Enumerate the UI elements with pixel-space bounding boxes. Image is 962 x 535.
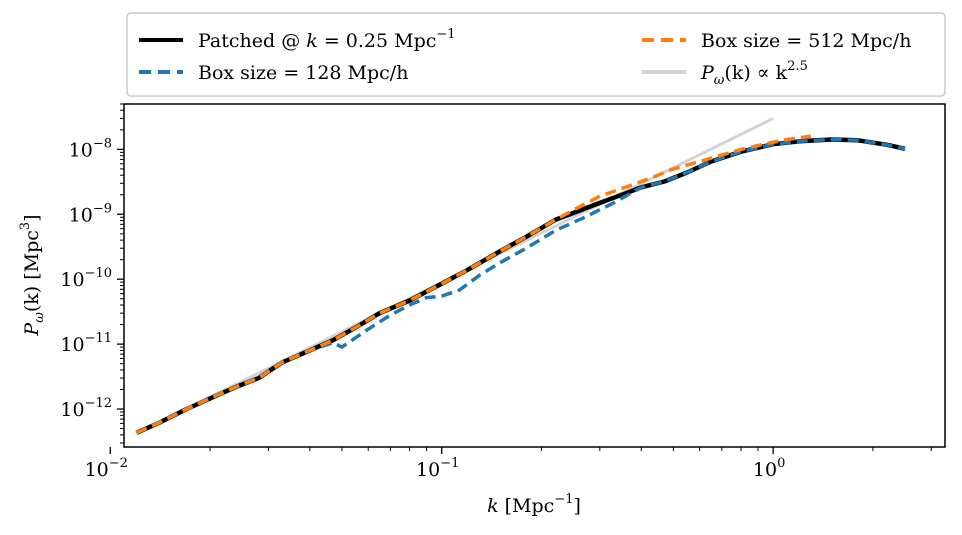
legend-label-box512: Box size = 512 Mpc/h: [701, 30, 911, 52]
legend-label-patched: Patched @ k = 0.25 Mpc−1: [198, 27, 456, 52]
x-tick-label: 100: [753, 456, 785, 481]
series-line-patched: [135, 137, 906, 435]
legend-frame: [126, 12, 946, 97]
axes-frame: [123, 103, 946, 448]
x-tick-label: 10−1: [416, 456, 459, 481]
y-tick-label: 10−11: [60, 331, 112, 356]
series-line-box512: [135, 134, 812, 435]
y-axis-label: Pω(k) [Mpc3]: [18, 214, 47, 336]
legend-label-powerlaw: Pω(k) ∝ k2.5: [700, 59, 808, 88]
series-layer: [135, 117, 906, 435]
tick-layer: 10−2 10−1 100 10−12 10−11 10−10 10−9 10−8: [60, 103, 932, 481]
y-tick-label: 10−10: [60, 266, 112, 291]
legend-label-box128: Box size = 128 Mpc/h: [198, 62, 408, 84]
y-tick-label: 10−9: [69, 201, 112, 226]
legend: Patched @ k = 0.25 Mpc−1 Box size = 128 …: [126, 12, 946, 97]
x-axis-label: k [Mpc−1]: [487, 492, 581, 517]
x-tick-label: 10−2: [85, 456, 128, 481]
series-line-box128: [135, 137, 906, 435]
plot-area: 10−2 10−1 100 10−12 10−11 10−10 10−9 10−8: [60, 103, 946, 481]
y-tick-label: 10−8: [69, 136, 112, 161]
y-tick-label: 10−12: [60, 396, 112, 421]
